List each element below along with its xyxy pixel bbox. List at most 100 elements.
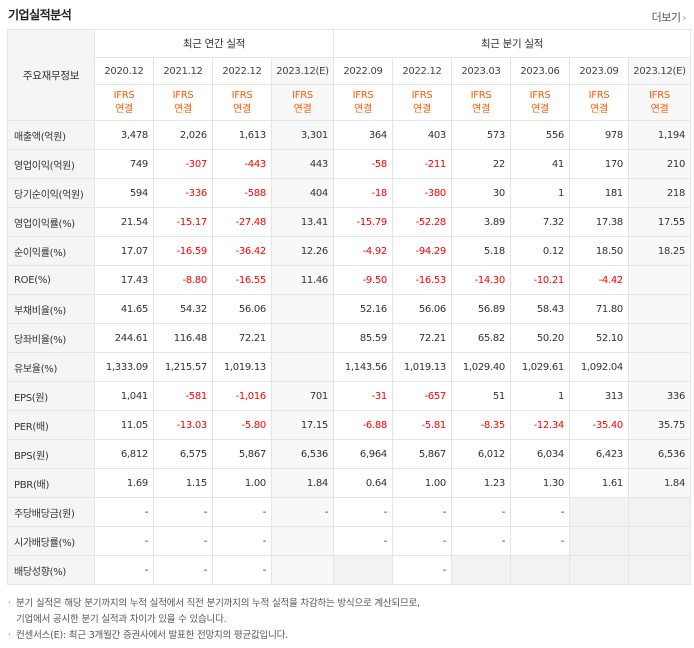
table-cell: -14.30	[451, 265, 511, 295]
table-cell: -4.92	[333, 236, 393, 266]
table-cell	[271, 294, 334, 324]
period-header: 2023.09	[569, 57, 629, 85]
table-cell: 17.55	[627, 207, 692, 237]
table-cell: 56.06	[212, 294, 272, 324]
basis-header: IFRS 연결	[333, 84, 393, 121]
table-cell: 336	[627, 381, 692, 411]
table-cell: 403	[392, 120, 452, 150]
table-cell: 11.46	[271, 265, 334, 295]
period-header: 2023.12(E)	[627, 57, 692, 85]
table-row: 주당배당금(원) - - - - - - - -	[7, 497, 692, 527]
table-row: 부채비율(%) 41.65 54.32 56.06 52.16 56.06 56.89 58.…	[7, 294, 692, 324]
table-row: EPS(원) 1,041 -581 -1,016 701 -31 -657 51 1 313 336	[7, 381, 692, 411]
basis-consolidated: 연결	[650, 103, 669, 115]
table-cell: -31	[333, 381, 393, 411]
more-link[interactable]: 더보기 ›	[651, 9, 687, 25]
basis-header: IFRS 연결	[627, 84, 692, 121]
row-label: 매출액(억원)	[7, 120, 95, 150]
row-label: 영업이익률(%)	[7, 207, 95, 237]
row-label: BPS(원)	[7, 439, 95, 469]
table-cell: 404	[271, 178, 334, 208]
table-row: 시가배당률(%) - - - - - - -	[7, 526, 692, 556]
table-cell: -581	[153, 381, 213, 411]
table-cell	[627, 526, 692, 556]
table-cell: 170	[569, 149, 629, 179]
basis-ifrs: IFRS	[172, 89, 194, 101]
section-title: 기업실적분석	[8, 8, 72, 22]
table-cell: -4.42	[569, 265, 629, 295]
table-cell: -12.34	[510, 410, 570, 440]
table-cell: -	[392, 555, 452, 585]
table-row: 유보율(%) 1,333.09 1,215.57 1,019.13 1,143.56 1,…	[7, 352, 692, 382]
table-cell: -	[212, 526, 272, 556]
table-cell: -	[510, 526, 570, 556]
table-cell: -6.88	[333, 410, 393, 440]
table-cell: 364	[333, 120, 393, 150]
table-cell: 2,026	[153, 120, 213, 150]
more-label: 더보기	[651, 11, 681, 24]
basis-ifrs: IFRS	[292, 89, 313, 101]
table-cell: 12.26	[271, 236, 334, 266]
row-label: PBR(배)	[7, 468, 95, 498]
table-cell: 1,333.09	[94, 352, 154, 382]
table-cell: -	[392, 526, 452, 556]
table-row: 배당성향(%) - - - -	[7, 555, 692, 585]
table-cell: 3.89	[451, 207, 511, 237]
table-cell: 1,019.13	[212, 352, 272, 382]
table-cell: -5.80	[212, 410, 272, 440]
table-cell: -	[94, 497, 154, 527]
footnote-1: · 분기 실적은 해당 분기까지의 누적 실적에서 직전 분기까지의 누적 실적을…	[8, 598, 420, 609]
table-cell: 6,536	[627, 439, 692, 469]
table-cell: -1,016	[212, 381, 272, 411]
table-cell: 0.12	[510, 236, 570, 266]
table-cell: -52.28	[392, 207, 452, 237]
table-cell: 1	[510, 178, 570, 208]
table-cell: 1,143.56	[333, 352, 393, 382]
table-cell: -307	[153, 149, 213, 179]
table-cell: -	[153, 555, 213, 585]
table-cell	[569, 526, 629, 556]
table-cell: 573	[451, 120, 511, 150]
table-cell: 1,194	[627, 120, 692, 150]
table-cell: 1,613	[212, 120, 272, 150]
table-cell: 1.61	[569, 468, 629, 498]
table-cell: 218	[627, 178, 692, 208]
table-cell: -16.59	[153, 236, 213, 266]
table-cell: 13.41	[271, 207, 334, 237]
table-cell: 52.10	[569, 323, 629, 353]
table-cell: 22	[451, 149, 511, 179]
table-cell: -15.79	[333, 207, 393, 237]
table-row: PBR(배) 1.69 1.15 1.00 1.84 0.64 1.00 1.23 1.30 1.…	[7, 468, 692, 498]
row-label: 당좌비율(%)	[7, 323, 95, 353]
table-cell: 6,034	[510, 439, 570, 469]
table-cell: -13.03	[153, 410, 213, 440]
basis-header: IFRS 연결	[510, 84, 570, 121]
table-cell: 85.59	[333, 323, 393, 353]
table-cell: 1,019.13	[392, 352, 452, 382]
table-cell	[271, 352, 334, 382]
table-cell: -	[333, 526, 393, 556]
table-cell: 1.84	[627, 468, 692, 498]
financial-table: 주요재무정보 최근 연간 실적 최근 분기 실적 2020.12 2021.12 2022…	[7, 29, 692, 585]
basis-ifrs: IFRS	[588, 89, 610, 101]
table-cell: 6,812	[94, 439, 154, 469]
period-header: 2020.12	[94, 57, 154, 85]
table-cell: 116.48	[153, 323, 213, 353]
table-cell: 41	[510, 149, 570, 179]
table-cell: 6,964	[333, 439, 393, 469]
table-cell: -	[271, 497, 334, 527]
table-cell	[627, 265, 692, 295]
table-cell: -	[94, 555, 154, 585]
table-cell: 978	[569, 120, 629, 150]
table-row: ROE(%) 17.43 -8.80 -16.55 11.46 -9.50 -16.53 -1…	[7, 265, 692, 295]
period-header: 2022.09	[333, 57, 393, 85]
table-cell: 21.54	[94, 207, 154, 237]
table-cell	[271, 555, 334, 585]
table-cell: 594	[94, 178, 154, 208]
table-cell: -16.55	[212, 265, 272, 295]
basis-consolidated: 연결	[174, 103, 192, 115]
table-cell	[569, 555, 629, 585]
basis-consolidated: 연결	[293, 103, 312, 115]
row-label: ROE(%)	[7, 265, 95, 295]
table-cell: 17.38	[569, 207, 629, 237]
